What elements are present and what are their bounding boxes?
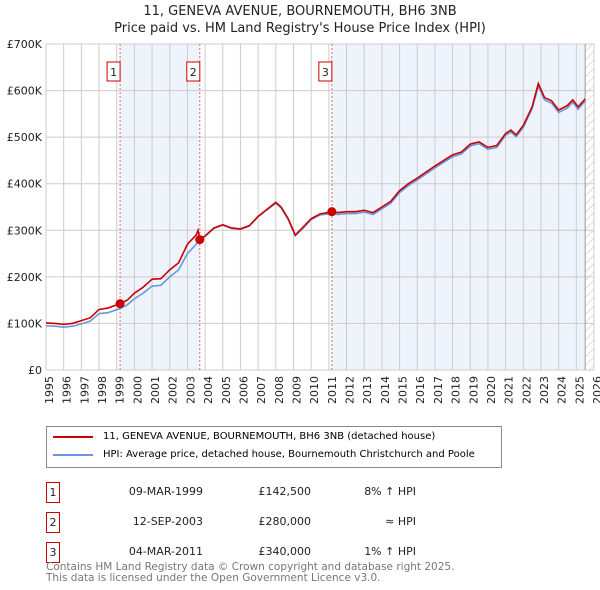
legend-label-hpi: HPI: Average price, detached house, Bour… [103,449,475,460]
x-tick-label: 2014 [379,376,392,404]
sale-price: £340,000 [258,545,312,558]
chart-title: 11, GENEVA AVENUE, BOURNEMOUTH, BH6 3NB [143,4,457,19]
x-tick-label: 2017 [432,376,445,404]
x-tick-label: 2000 [131,376,144,404]
chart-subtitle: Price paid vs. HM Land Registry's House … [114,21,486,36]
x-tick-label: 2022 [520,376,533,404]
x-tick-label: 2006 [237,376,250,404]
y-tick-label: £400K [7,178,43,191]
sale-marker-box [106,61,121,82]
sale-hpi-comparison: 1% ↑ HPI [364,545,416,558]
x-tick-label: 1997 [78,376,91,404]
x-tick-label: 2010 [308,376,321,404]
sale-point [195,235,205,245]
y-tick-label: £100K [7,317,43,330]
x-tick-label: 2011 [326,376,339,404]
shaded-ownership-period [331,44,586,370]
y-tick-label: £200K [7,271,43,284]
x-tick-label: 2002 [167,376,180,404]
sale-marker-number: 2 [46,512,60,533]
sale-row: 1 09-MAR-1999 £142,500 8% ↑ HPI [46,482,446,503]
x-tick-label: 2025 [573,376,586,404]
x-tick-label: 2013 [361,376,374,404]
x-tick-label: 2015 [397,376,410,404]
sale-date: 12-SEP-2003 [132,515,203,528]
x-tick-label: 2001 [149,376,162,404]
footer-note: Contains HM Land Registry data © Crown c… [46,562,454,584]
sale-marker-box [186,61,201,82]
x-tick-label: 2007 [255,376,268,404]
sale-point [327,207,337,217]
y-tick-label: £0 [28,364,42,377]
x-tick-label: 2012 [344,376,357,404]
x-tick-label: 2026 [591,376,600,404]
sale-marker-label: 2 [190,66,197,79]
x-tick-label: 2009 [290,376,303,404]
sale-price: £280,000 [258,515,312,528]
property-price-line [45,81,586,326]
y-tick-label: £600K [7,85,43,98]
sale-hpi-comparison: ≈ HPI [385,515,416,528]
sale-marker-number: 3 [46,542,60,563]
sale-marker-number: 1 [46,482,60,503]
legend-swatch-hpi [53,453,93,456]
x-tick-label: 1999 [114,376,127,404]
footer-line-1: Contains HM Land Registry data © Crown c… [46,561,455,573]
sale-date: 04-MAR-2011 [128,545,203,558]
x-tick-label: 2008 [273,376,286,404]
sale-row: 3 04-MAR-2011 £340,000 1% ↑ HPI [46,542,446,563]
shaded-ownership-period [120,44,200,370]
x-tick-label: 1996 [61,376,74,404]
x-tick-label: 2021 [503,376,516,404]
legend-label-property: 11, GENEVA AVENUE, BOURNEMOUTH, BH6 3NB … [103,431,436,442]
x-tick-label: 2020 [485,376,498,404]
sale-marker-label: 3 [322,66,329,79]
legend-swatch-property [53,435,93,438]
hatched-future-region [585,44,594,370]
sale-row: 2 12-SEP-2003 £280,000 ≈ HPI [46,512,446,533]
sale-marker-box [318,61,333,82]
sale-hpi-comparison: 8% ↑ HPI [364,485,416,498]
hpi-line [45,83,586,328]
sale-point [115,299,125,309]
x-tick-label: 1995 [43,376,56,404]
sale-date: 09-MAR-1999 [128,485,203,498]
x-tick-label: 2016 [414,376,427,404]
x-tick-label: 2019 [467,376,480,404]
y-tick-label: £700K [7,38,43,51]
x-tick-label: 2003 [184,376,197,404]
legend: 11, GENEVA AVENUE, BOURNEMOUTH, BH6 3NB … [46,426,502,468]
x-tick-label: 2023 [538,376,551,404]
price-chart: 1995 1996 1997 1998 1999 2000 2001 2002 2003 2004… [7,38,600,404]
x-tick-label: 1998 [96,376,109,404]
sale-marker-label: 1 [110,66,117,79]
x-tick-label: 2004 [202,376,215,404]
y-tick-label: £500K [7,131,43,144]
x-tick-label: 2024 [556,376,569,404]
sale-price: £142,500 [258,485,312,498]
x-tick-label: 2005 [220,376,233,404]
x-tick-label: 2018 [450,376,463,404]
y-tick-label: £300K [7,224,43,237]
footer-line-2: This data is licensed under the Open Gov… [46,572,381,584]
